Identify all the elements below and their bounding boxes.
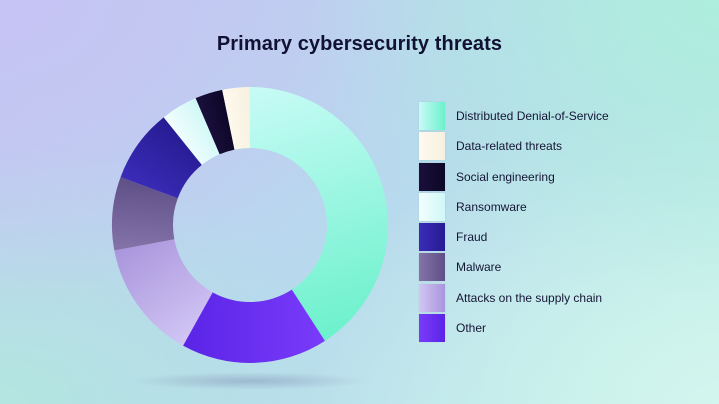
legend-label: Social engineering: [456, 169, 555, 184]
donut-slice-ransomware: [163, 98, 220, 165]
donut-slice-distributed-denial-of-service: [250, 87, 389, 341]
donut-slice-fraud: [120, 117, 202, 199]
legend-swatch: [419, 283, 445, 312]
donut-shadow: [130, 372, 370, 390]
legend-label: Attacks on the supply chain: [456, 290, 603, 305]
donut-slices: [111, 87, 389, 363]
chart-title: Primary cybersecurity threats: [216, 33, 503, 55]
donut-slice-malware: [111, 177, 178, 251]
legend-swatch: [419, 253, 445, 282]
legend-swatch: [419, 223, 445, 252]
donut-slice-social-engineering: [195, 89, 235, 155]
legend-label: Ransomware: [456, 199, 527, 214]
legend-label: Malware: [456, 260, 502, 275]
donut-slice-data-related-threats: [222, 87, 250, 150]
legend-swatch: [419, 132, 445, 161]
legend-label: Fraud: [456, 230, 488, 245]
legend-label: Data-related threats: [456, 139, 563, 154]
legend-swatch: [419, 162, 445, 191]
legend-label: Distributed Denial-of-Service: [456, 109, 609, 123]
legend-swatch: [419, 192, 445, 221]
legend-swatch: [419, 102, 445, 130]
legend-label: Other: [456, 321, 487, 336]
donut-slice-other: [183, 289, 325, 363]
legend-swatch: [419, 314, 445, 343]
donut-slice-attacks-on-the-supply-chain: [114, 239, 213, 346]
